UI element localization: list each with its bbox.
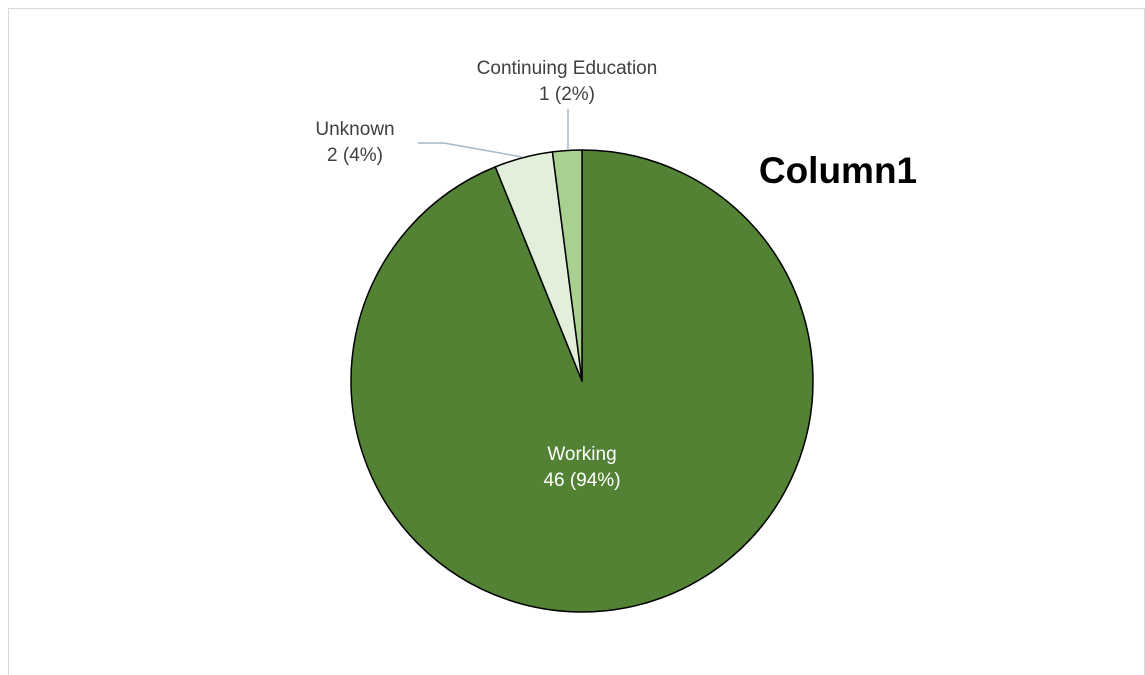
slice-value-continuing-education: 1 (2%) bbox=[539, 84, 595, 105]
leader-line-unknown bbox=[418, 142, 523, 158]
slice-label-working: Working bbox=[547, 444, 616, 465]
leader-lines bbox=[418, 109, 569, 158]
slice-label-continuing-education: Continuing Education bbox=[477, 58, 658, 79]
pie-slices bbox=[350, 149, 814, 613]
slice-labels: Working 46 (94%) Unknown 2 (4%) Continuing E… bbox=[315, 58, 657, 491]
pie-slice-continuing-education bbox=[551, 149, 583, 382]
slice-value-working: 46 (94%) bbox=[543, 470, 620, 491]
slice-value-unknown: 2 (4%) bbox=[327, 145, 383, 166]
chart-title: Column1 bbox=[759, 150, 917, 191]
slice-label-unknown: Unknown bbox=[315, 119, 394, 140]
pie-slice-working bbox=[350, 149, 814, 613]
